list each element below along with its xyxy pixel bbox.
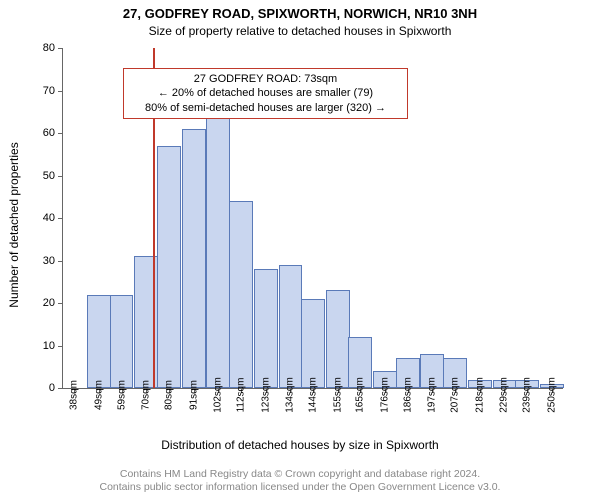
y-tick (58, 261, 63, 262)
x-tick-label: 70sqm (141, 380, 152, 410)
x-tick-label: 134sqm (285, 377, 296, 413)
x-tick-label: 112sqm (235, 378, 246, 413)
y-tick-label: 0 (49, 382, 55, 394)
y-tick-label: 60 (43, 127, 55, 139)
x-tick-label: 186sqm (402, 377, 413, 413)
x-axis-label: Distribution of detached houses by size … (0, 438, 600, 452)
histogram-bar (279, 265, 303, 388)
y-tick-label: 40 (43, 212, 55, 224)
x-tick-label: 207sqm (449, 377, 460, 413)
annotation-box: 27 GODFREY ROAD: 73sqm ← 20% of detached… (123, 68, 408, 119)
x-tick-label: 155sqm (332, 377, 343, 413)
y-tick (58, 176, 63, 177)
y-tick (58, 303, 63, 304)
y-tick-label: 30 (43, 255, 55, 267)
x-tick-label: 144sqm (308, 377, 319, 413)
y-tick-label: 20 (43, 297, 55, 309)
y-tick-label: 10 (43, 340, 55, 352)
x-tick-label: 38sqm (69, 380, 80, 410)
x-tick-label: 91sqm (188, 380, 199, 410)
y-tick (58, 346, 63, 347)
y-tick (58, 218, 63, 219)
histogram-bar (254, 269, 278, 388)
x-tick-label: 250sqm (546, 377, 557, 413)
histogram-bar (229, 201, 253, 388)
credits-block: Contains HM Land Registry data © Crown c… (0, 468, 600, 494)
x-tick-label: 197sqm (427, 377, 438, 413)
x-tick-label: 49sqm (94, 380, 105, 410)
annotation-line-1: 27 GODFREY ROAD: 73sqm (130, 72, 401, 86)
histogram-bar (157, 146, 181, 388)
chart-subtitle: Size of property relative to detached ho… (0, 24, 600, 38)
x-tick-label: 80sqm (163, 380, 174, 410)
x-tick-label: 102sqm (213, 377, 224, 413)
x-tick-label: 229sqm (499, 377, 510, 413)
y-tick-label: 70 (43, 85, 55, 97)
x-tick-label: 59sqm (116, 380, 127, 410)
y-tick (58, 388, 63, 389)
histogram-bar (182, 129, 206, 388)
y-tick (58, 48, 63, 49)
x-tick-label: 239sqm (521, 377, 532, 413)
histogram-bar (110, 295, 134, 389)
credits-line-1: Contains HM Land Registry data © Crown c… (0, 468, 600, 481)
chart-title: 27, GODFREY ROAD, SPIXWORTH, NORWICH, NR… (0, 6, 600, 21)
annotation-line-3: 80% of semi-detached houses are larger (… (130, 101, 401, 115)
histogram-bar (326, 290, 350, 388)
histogram-bar (301, 299, 325, 388)
chart-container: 27, GODFREY ROAD, SPIXWORTH, NORWICH, NR… (0, 0, 600, 500)
y-tick-label: 50 (43, 170, 55, 182)
x-tick-label: 218sqm (474, 377, 485, 413)
histogram-bar (87, 295, 111, 389)
y-tick (58, 133, 63, 134)
credits-line-2: Contains public sector information licen… (0, 481, 600, 494)
y-tick-label: 80 (43, 42, 55, 54)
histogram-bar (206, 108, 230, 389)
plot-area: 0102030405060708038sqm49sqm59sqm70sqm80s… (62, 48, 563, 389)
y-tick (58, 91, 63, 92)
x-tick-label: 123sqm (260, 377, 271, 413)
x-tick-label: 165sqm (355, 377, 366, 413)
annotation-line-2: ← 20% of detached houses are smaller (79… (130, 86, 401, 100)
y-axis-label: Number of detached properties (7, 55, 21, 395)
x-tick-label: 176sqm (380, 377, 391, 413)
